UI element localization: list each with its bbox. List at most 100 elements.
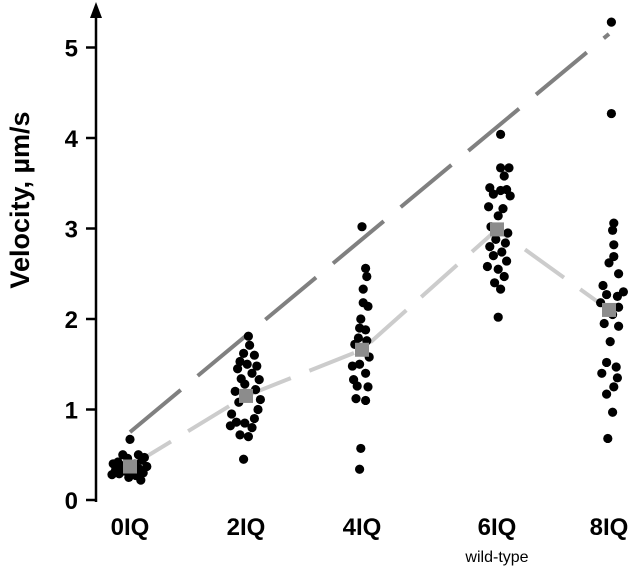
data-point-4iq-0	[357, 222, 367, 232]
y-tick-label-1: 1	[65, 398, 78, 425]
data-point-0iq-19	[124, 472, 134, 482]
data-point-6iq-3	[499, 171, 509, 181]
y-tick-label-4: 4	[65, 126, 79, 153]
data-point-8iq-6	[604, 258, 614, 268]
data-point-6iq-25	[493, 312, 503, 322]
mean-marker-0iq	[123, 459, 137, 474]
data-point-4iq-13	[347, 361, 357, 371]
data-point-4iq-1	[361, 263, 371, 273]
data-point-8iq-2	[609, 218, 619, 228]
data-point-8iq-22	[609, 382, 619, 392]
points-layer	[107, 17, 629, 485]
data-point-4iq-2	[362, 271, 372, 282]
data-point-2iq-17	[227, 409, 237, 419]
data-point-8iq-15	[599, 318, 609, 329]
data-point-8iq-7	[614, 269, 624, 279]
data-point-2iq-3	[249, 350, 259, 360]
data-point-0iq-17	[107, 470, 117, 480]
y-tick-label-3: 3	[65, 217, 78, 244]
mean-marker-8iq	[602, 302, 616, 317]
data-point-2iq-18	[249, 413, 259, 424]
data-point-2iq-24	[243, 432, 253, 442]
x-category-label-4iq: 4IQ	[343, 514, 382, 541]
data-point-8iq-17	[605, 337, 615, 347]
x-category-label-0iq: 0IQ	[111, 514, 150, 541]
lines-layer	[128, 32, 611, 469]
data-point-2iq-2	[239, 348, 249, 358]
data-point-0iq-15	[138, 468, 148, 478]
x-axis-labels: 0IQ 2IQ 4IQ 6IQ wild-type 8IQ	[111, 514, 629, 566]
data-point-2iq-7	[233, 364, 243, 374]
data-point-2iq-20	[240, 418, 250, 428]
mean-marker-4iq	[355, 342, 369, 357]
data-point-4iq-3	[358, 284, 368, 294]
data-point-6iq-23	[490, 278, 500, 288]
data-point-4iq-22	[355, 464, 365, 474]
data-point-6iq-7	[488, 189, 498, 199]
data-point-8iq-23	[602, 389, 612, 399]
data-point-6iq-9	[484, 202, 494, 212]
y-tick-label-0: 0	[65, 488, 78, 515]
data-point-0iq-0	[125, 434, 135, 444]
data-point-6iq-21	[493, 264, 503, 274]
data-point-8iq-1	[606, 108, 617, 119]
data-point-8iq-20	[597, 368, 607, 378]
y-axis-arrowhead	[90, 2, 102, 18]
data-point-0iq-16	[114, 469, 124, 479]
data-point-6iq-1	[496, 163, 506, 173]
mean-line	[128, 226, 611, 469]
data-point-8iq-0	[606, 17, 617, 27]
data-point-2iq-5	[242, 359, 252, 369]
data-point-4iq-6	[356, 314, 366, 324]
data-point-4iq-18	[363, 382, 373, 392]
data-point-2iq-8	[247, 368, 257, 378]
data-point-0iq-5	[137, 455, 147, 465]
data-point-2iq-0	[243, 331, 253, 341]
data-point-2iq-11	[240, 379, 250, 389]
data-point-2iq-13	[230, 386, 240, 396]
data-point-2iq-10	[254, 375, 264, 385]
data-point-8iq-21	[612, 373, 623, 383]
data-point-6iq-17	[497, 247, 507, 257]
data-point-8iq-19	[611, 362, 621, 372]
data-point-8iq-8	[598, 280, 608, 291]
data-point-6iq-15	[500, 238, 510, 248]
data-point-8iq-11	[612, 291, 623, 301]
x-category-label-2iq: 2IQ	[227, 514, 266, 541]
data-point-8iq-3	[608, 225, 618, 235]
data-point-2iq-12	[251, 384, 261, 395]
data-point-6iq-18	[488, 251, 498, 261]
data-point-4iq-21	[356, 443, 366, 454]
data-point-8iq-5	[609, 251, 619, 262]
data-point-2iq-22	[225, 421, 235, 431]
data-point-8iq-25	[603, 433, 613, 444]
data-point-2iq-23	[235, 430, 245, 440]
data-point-6iq-20	[482, 261, 492, 272]
data-point-6iq-16	[485, 242, 495, 252]
trend-line	[128, 32, 611, 434]
data-point-6iq-14	[491, 234, 501, 244]
data-point-8iq-4	[609, 240, 619, 250]
data-point-8iq-16	[614, 321, 624, 331]
data-point-2iq-25	[239, 454, 249, 464]
x-category-label-8iq: 8IQ	[590, 514, 629, 541]
data-point-6iq-22	[499, 271, 509, 282]
data-point-2iq-1	[245, 340, 255, 350]
data-point-2iq-4	[235, 356, 245, 367]
data-point-4iq-14	[355, 359, 365, 369]
mean-marker-2iq	[239, 388, 253, 403]
data-point-4iq-20	[361, 395, 371, 406]
means-layer	[123, 222, 616, 474]
data-point-8iq-18	[602, 357, 612, 368]
x-category-label-6iq: 6IQ	[478, 514, 517, 541]
data-point-6iq-13	[503, 228, 513, 238]
data-point-6iq-19	[502, 256, 512, 266]
data-point-6iq-8	[505, 191, 515, 201]
mean-marker-6iq	[490, 222, 504, 237]
data-point-8iq-24	[608, 407, 618, 417]
data-point-4iq-5	[363, 301, 373, 311]
data-point-4iq-19	[351, 394, 361, 404]
data-point-6iq-24	[496, 284, 506, 294]
y-axis: 0 1 2 3 4 5	[65, 2, 102, 515]
